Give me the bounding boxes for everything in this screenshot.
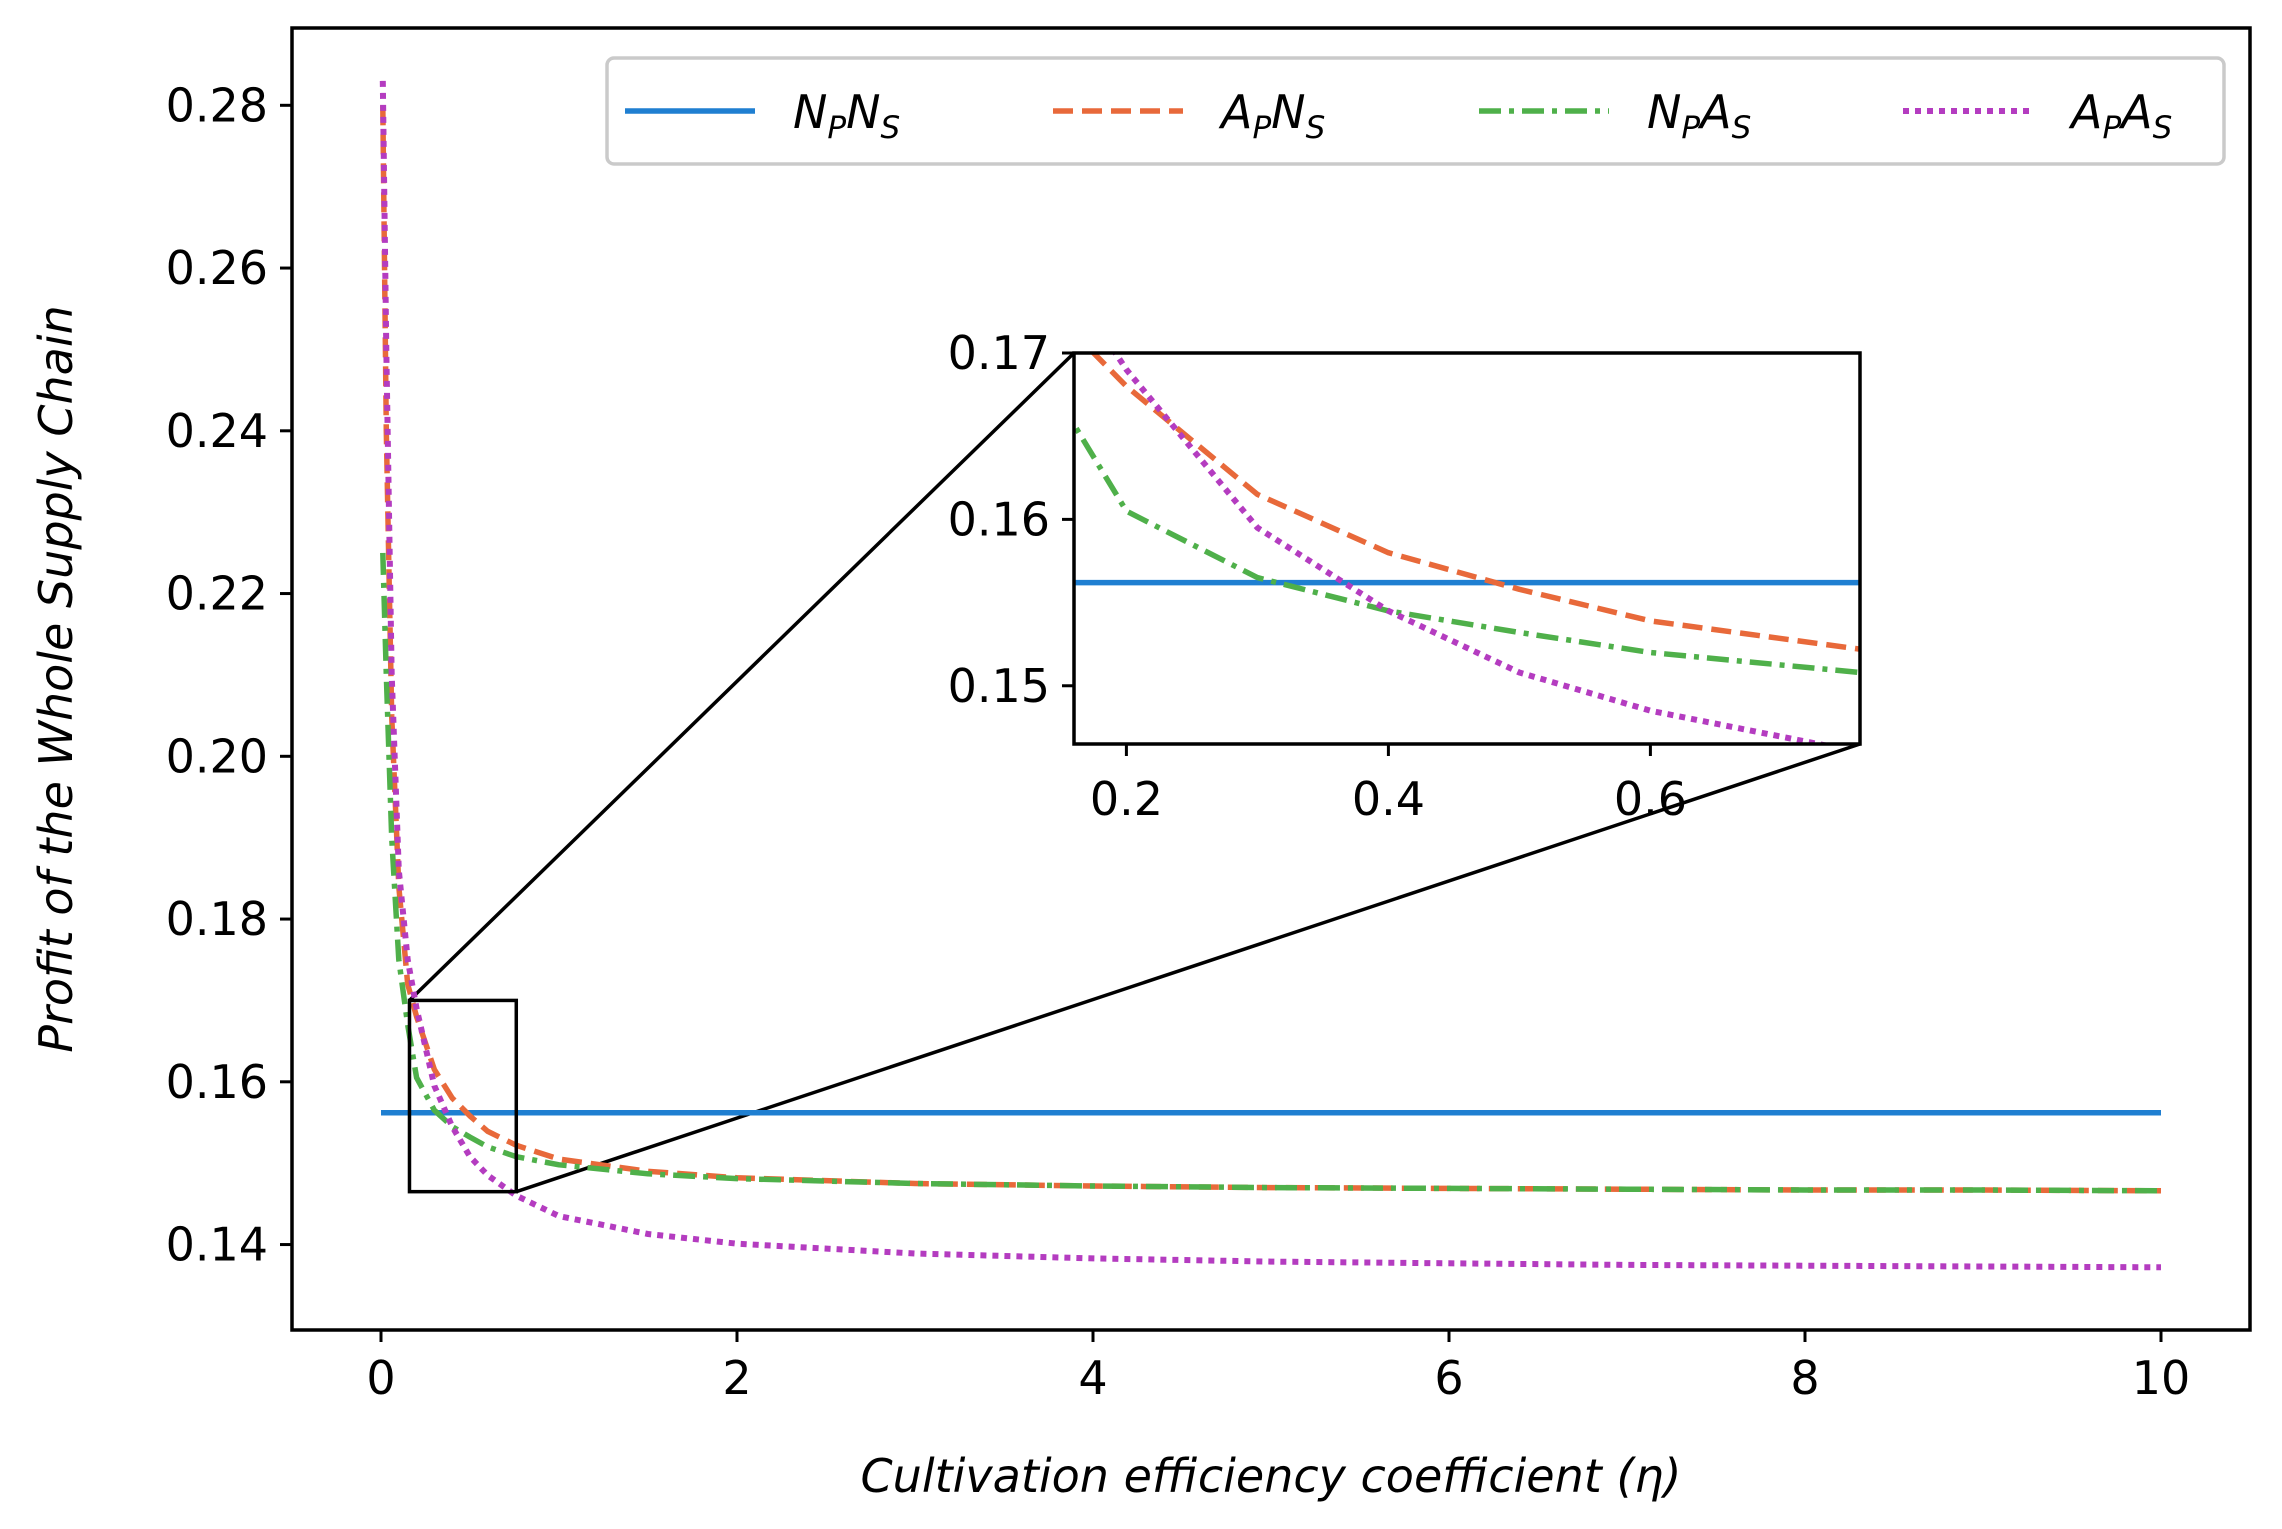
y-tick-label: 0.26 — [166, 241, 268, 295]
legend-symbol: N — [793, 85, 827, 139]
legend-subscript: S — [881, 110, 901, 146]
legend-symbol: A — [1218, 85, 1252, 139]
y-axis-title: Profit of the Whole Supply Chain — [29, 305, 83, 1053]
legend-subscript: P — [1252, 110, 1271, 146]
inset-y-tick-label: 0.16 — [948, 492, 1050, 546]
legend-subscript: P — [1681, 110, 1700, 146]
legend-subscript: S — [1306, 110, 1326, 146]
x-tick-label: 10 — [2132, 1351, 2191, 1405]
y-tick-label: 0.14 — [166, 1218, 268, 1272]
legend-symbol: A — [1697, 85, 1731, 139]
legend-subscript: S — [1732, 110, 1752, 146]
y-tick-label: 0.24 — [166, 404, 268, 458]
inset-x-tick-label: 0.4 — [1352, 772, 1425, 826]
x-tick-label: 4 — [1078, 1351, 1107, 1405]
legend-symbol: N — [846, 85, 880, 139]
inset-y-tick-label: 0.15 — [948, 659, 1050, 713]
inset-axes — [1074, 353, 1860, 744]
legend-symbol: N — [1271, 85, 1305, 139]
x-tick-label: 6 — [1434, 1351, 1463, 1405]
x-axis-title: Cultivation efficiency coefficient (η) — [861, 1449, 1682, 1503]
y-tick-label: 0.18 — [166, 892, 268, 946]
x-tick-label: 2 — [722, 1351, 751, 1405]
legend-subscript: P — [2102, 110, 2121, 146]
y-tick-label: 0.16 — [166, 1055, 268, 1109]
legend-subscript: S — [2153, 110, 2173, 146]
x-tick-label: 0 — [366, 1351, 395, 1405]
inset-background — [1074, 353, 1860, 744]
inset-x-tick-label: 0.6 — [1614, 772, 1687, 826]
y-tick-label: 0.28 — [166, 78, 268, 132]
y-tick-label: 0.20 — [166, 729, 268, 783]
y-tick-label: 0.22 — [166, 567, 268, 621]
legend-symbol: A — [2118, 85, 2152, 139]
legend-symbol: A — [2068, 85, 2102, 139]
x-tick-label: 8 — [1790, 1351, 1819, 1405]
legend-subscript: P — [827, 110, 846, 146]
legend-symbol: N — [1647, 85, 1681, 139]
inset-y-tick-label: 0.17 — [948, 326, 1050, 380]
inset-x-tick-label: 0.2 — [1090, 772, 1163, 826]
